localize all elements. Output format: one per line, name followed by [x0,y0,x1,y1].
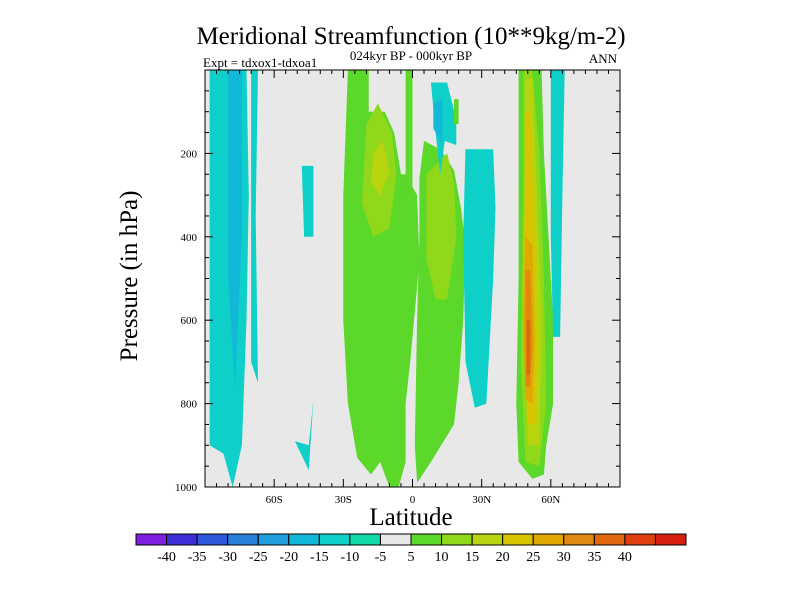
chart-subtitle-center: 024kyr BP - 000kyr BP [350,48,472,63]
colorbar-label: -5 [375,550,387,565]
chart-title: Meridional Streamfunction (10**9kg/m-2) [196,23,625,50]
contour-region-10 [426,153,457,300]
contour-region-13 [454,99,459,125]
y-tick-label: 1000 [175,482,198,494]
colorbar-label: -20 [279,550,298,565]
colorbar-swatch [257,533,290,546]
contour-region-21 [526,320,531,375]
colorbar-label: 5 [408,550,415,565]
colorbar-label: -40 [157,550,176,565]
colorbar-swatch [624,533,656,546]
colorbar-swatch [441,533,473,546]
colorbar-swatch [379,533,412,546]
colorbar-swatch [563,533,595,546]
contour-region-3 [301,165,314,237]
colorbar-swatch [410,533,443,546]
colorbar-swatch [471,533,504,546]
contour-region-2 [251,70,258,383]
chart-subtitle-right: ANN [589,51,618,66]
contour-region-1 [228,70,242,387]
colorbar-label: 15 [465,550,479,565]
axis-ticks: 60S 30S 0 30N 60N 200 400 600 800 1000 [175,69,621,506]
colorbar-swatch [532,533,565,546]
chart-subtitle-left: Expt = tdxox1-tdxoa1 [203,55,317,70]
x-tick-label: 60N [541,494,560,506]
colorbar-swatch [502,533,534,546]
colorbar-label: 35 [587,550,601,565]
y-axis-label: Pressure (in hPa) [116,191,143,362]
colorbar-label: -15 [310,550,329,565]
x-tick-label: 0 [410,494,416,506]
y-tick-label: 200 [181,148,198,160]
colorbar-label: 40 [618,550,632,565]
contour-region-6 [405,70,413,196]
colorbar: -40 -35 -30 -25 -20 -15 -10 -5 5 10 15 20 25 30 35 40 [135,533,687,565]
colorbar-swatch [593,533,626,546]
colorbar-label: -10 [341,550,360,565]
colorbar-swatch [349,533,381,546]
y-tick-label: 400 [181,232,198,244]
x-axis-label: Latitude [369,504,452,531]
contour-region-4 [294,399,314,471]
colorbar-label: -35 [188,550,207,565]
x-tick-label: 60S [266,494,283,506]
contour-region-5 [343,70,420,487]
contour-region-14 [463,149,496,408]
contour-region-12 [433,99,443,146]
colorbar-swatch [288,533,320,546]
y-tick-label: 600 [181,315,198,327]
colorbar-swatch [318,533,351,546]
colorbar-label: 30 [557,550,571,565]
x-tick-label: 30S [335,494,352,506]
colorbar-label: -30 [218,550,237,565]
colorbar-label: 10 [435,550,449,565]
plot-area: 60S 30S 0 30N 60N 200 400 600 800 1000 [175,69,621,506]
colorbar-swatch [654,533,687,546]
colorbar-swatch [196,533,229,546]
colorbar-swatch [135,533,168,546]
colorbar-label: 20 [496,550,510,565]
colorbar-label: -25 [249,550,268,565]
colorbar-swatch [166,533,198,546]
contour-regions [209,70,565,487]
colorbar-swatch [227,533,259,546]
contour-region-22 [550,70,565,337]
y-tick-label: 800 [181,399,198,411]
colorbar-label: 25 [526,550,540,565]
contour-region-9 [371,140,390,196]
x-tick-label: 30N [472,494,491,506]
